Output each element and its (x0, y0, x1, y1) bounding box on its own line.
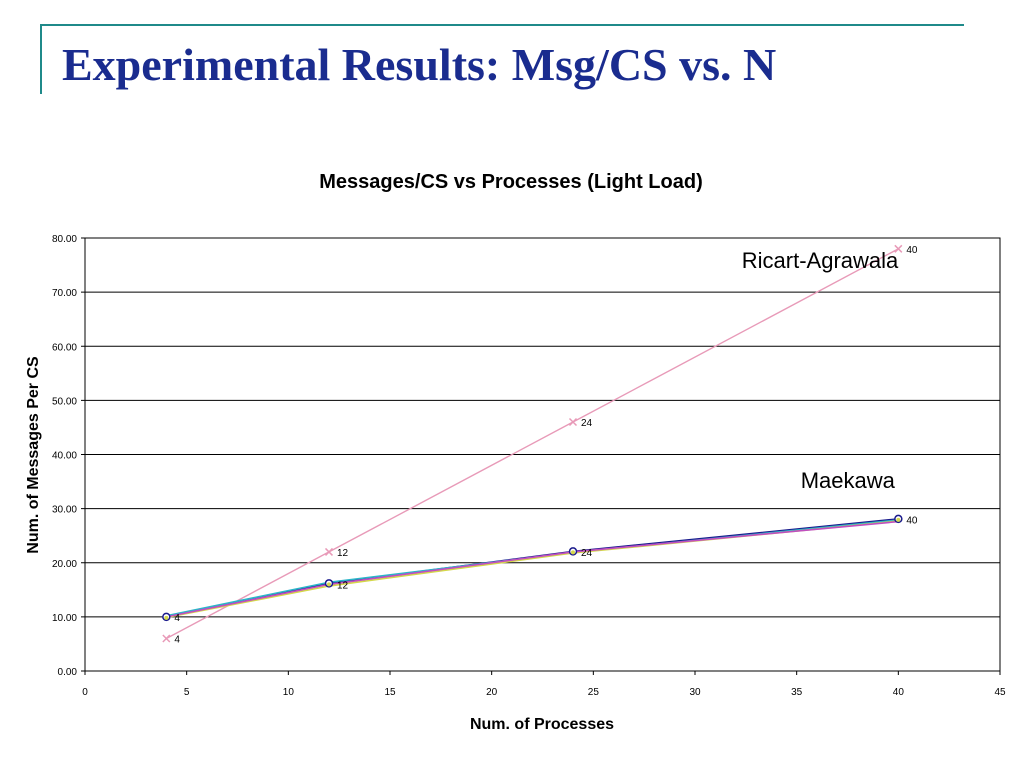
x-tick-label: 10 (283, 687, 295, 698)
data-label: 40 (906, 245, 918, 256)
x-tick-label: 15 (384, 687, 396, 698)
data-label: 4 (174, 635, 180, 646)
frame-vertical-rule (40, 24, 42, 94)
x-tick-label: 0 (82, 687, 88, 698)
data-label: 4 (174, 613, 180, 624)
point-marker-x (324, 547, 334, 556)
y-axis-label: Num. of Messages Per CS (25, 356, 42, 554)
point-marker-fill (571, 550, 575, 555)
series-line (166, 520, 899, 618)
y-tick-label: 80.00 (52, 234, 77, 245)
series-markers (162, 244, 903, 643)
series-lines (166, 248, 899, 640)
data-label: 12 (337, 548, 349, 559)
series-line (166, 248, 899, 640)
annotation-ricart-agrawala: Ricart-Agrawala (742, 248, 899, 273)
x-tick-label: 25 (588, 687, 600, 698)
data-label: 40 (906, 515, 918, 526)
series-line (166, 519, 899, 617)
data-label: 24 (581, 418, 593, 429)
y-tick-label: 50.00 (52, 396, 77, 407)
annotation-maekawa: Maekawa (801, 468, 896, 493)
series-line (166, 520, 899, 619)
data-labels: 4 12 24 40 4 12 24 40 (174, 245, 918, 646)
y-tick-label: 70.00 (52, 288, 77, 299)
y-tick-label: 0.00 (58, 667, 78, 678)
x-axis-label: Num. of Processes (470, 716, 614, 733)
y-tick-label: 60.00 (52, 342, 77, 353)
y-tick-label: 30.00 (52, 505, 77, 516)
y-tick-label: 40.00 (52, 451, 77, 462)
point-marker-x (162, 634, 171, 643)
chart-title: Messages/CS vs Processes (Light Load) (319, 171, 702, 193)
slide-title: Experimental Results: Msg/CS vs. N (62, 39, 777, 90)
x-tick-label: 20 (486, 687, 498, 698)
x-tick-label: 30 (689, 687, 701, 698)
data-label: 24 (581, 548, 593, 559)
frame-horizontal-rule (40, 24, 964, 26)
series-line (166, 518, 899, 618)
y-tick-label: 20.00 (52, 559, 77, 570)
plot-area (84, 237, 1001, 672)
x-tick-label: 45 (994, 687, 1006, 698)
point-marker-x (894, 244, 903, 253)
data-label: 12 (337, 580, 349, 591)
y-tick-label: 10.00 (52, 613, 77, 624)
gridlines (81, 237, 1001, 675)
annotations: Ricart-Agrawala Maekawa (742, 248, 899, 493)
point-marker-fill (164, 615, 169, 620)
x-tick-label: 35 (791, 687, 803, 698)
point-marker-fill (896, 517, 901, 522)
tick-labels: 0.00 10.00 20.00 30.00 40.00 50.00 60.00 70.00 8… (52, 234, 1006, 698)
x-tick-label: 40 (893, 687, 905, 698)
point-marker-x (568, 417, 578, 427)
x-tick-label: 5 (184, 687, 190, 698)
point-marker-fill (327, 582, 331, 587)
